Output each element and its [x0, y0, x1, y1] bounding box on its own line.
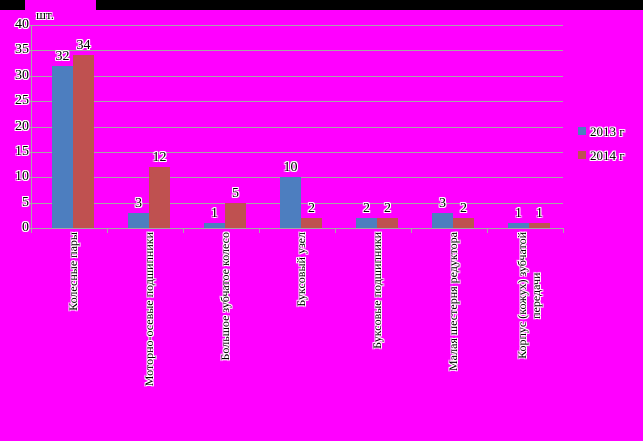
bar-2013-cat4 — [280, 177, 301, 228]
legend: 2013 г 2014 г — [578, 119, 625, 167]
category-label-3: Большое зубчатое колесо — [218, 232, 232, 361]
top-black-strip-right — [96, 0, 643, 10]
bar-2014-cat3 — [225, 203, 246, 228]
y-tick-0 — [26, 228, 31, 229]
legend-swatch-icon — [578, 151, 586, 159]
x-tick-4 — [335, 228, 336, 233]
y-tick-30 — [26, 76, 31, 77]
bar-2014-cat6 — [453, 218, 474, 228]
y-tick-15 — [26, 152, 31, 153]
gridline-y-35 — [31, 50, 563, 51]
gridline-y-15 — [31, 152, 563, 153]
category-label-5: Буксовые подшипники — [370, 232, 384, 349]
bar-value-label: 3 — [135, 196, 142, 211]
x-tick-0 — [31, 228, 32, 233]
category-label-2: Моторно-осевые подшипники — [142, 232, 156, 387]
bar-2013-cat5 — [356, 218, 377, 228]
bar-2013-cat1 — [52, 66, 73, 228]
y-tick-label-40: 40 — [15, 17, 29, 32]
legend-label: 2014 г — [590, 147, 625, 163]
legend-label: 2013 г — [590, 123, 625, 139]
bar-value-label: 5 — [232, 186, 239, 201]
bar-value-label: 2 — [384, 201, 391, 216]
bar-2013-cat7 — [508, 223, 529, 228]
x-tick-3 — [259, 228, 260, 233]
x-axis-line — [31, 228, 563, 229]
legend-swatch-icon — [578, 127, 586, 135]
bar-value-label: 3 — [439, 196, 446, 211]
bar-value-label: 1 — [211, 206, 218, 221]
y-tick-label-10: 10 — [15, 169, 29, 184]
y-axis-line — [31, 25, 32, 233]
y-tick-label-25: 25 — [15, 93, 29, 108]
bar-2013-cat6 — [432, 213, 453, 228]
category-label-4: Буксовый узел — [294, 232, 308, 307]
bar-value-label: 2 — [460, 201, 467, 216]
gridline-y-40 — [31, 25, 563, 26]
y-tick-40 — [26, 25, 31, 26]
gridline-y-30 — [31, 76, 563, 77]
gridline-y-25 — [31, 101, 563, 102]
gridline-y-20 — [31, 127, 563, 128]
y-tick-label-20: 20 — [15, 119, 29, 134]
y-tick-35 — [26, 50, 31, 51]
bar-2014-cat2 — [149, 167, 170, 228]
y-tick-25 — [26, 101, 31, 102]
y-tick-label-5: 5 — [22, 195, 29, 210]
top-black-strip-left — [0, 0, 25, 10]
y-tick-10 — [26, 177, 31, 178]
x-tick-6 — [487, 228, 488, 233]
bar-2013-cat3 — [204, 223, 225, 228]
y-axis-title: шт. — [36, 7, 54, 22]
y-tick-label-35: 35 — [15, 42, 29, 57]
legend-item-2013: 2013 г — [578, 119, 625, 143]
y-tick-label-15: 15 — [15, 144, 29, 159]
x-tick-5 — [411, 228, 412, 233]
y-tick-label-30: 30 — [15, 68, 29, 83]
category-label-6: Малая шестерня редуктора — [446, 232, 460, 371]
legend-item-2014: 2014 г — [578, 143, 625, 167]
bar-2014-cat5 — [377, 218, 398, 228]
x-tick-1 — [107, 228, 108, 233]
bar-2013-cat2 — [128, 213, 149, 228]
bar-value-label: 2 — [363, 201, 370, 216]
bar-value-label: 32 — [55, 49, 70, 64]
bar-2014-cat4 — [301, 218, 322, 228]
bar-value-label: 10 — [283, 160, 298, 175]
bar-value-label: 1 — [536, 206, 543, 221]
bar-2014-cat1 — [73, 55, 94, 228]
y-tick-20 — [26, 127, 31, 128]
category-label-7: Корпус (кожух) зубчатой передачи — [515, 232, 543, 359]
bar-value-label: 12 — [152, 150, 167, 165]
category-label-1: Колесные пары — [66, 232, 80, 311]
bar-2014-cat7 — [529, 223, 550, 228]
bar-value-label: 2 — [308, 201, 315, 216]
bar-value-label: 34 — [76, 38, 91, 53]
bar-value-label: 1 — [515, 206, 522, 221]
y-tick-label-0: 0 — [22, 220, 29, 235]
x-tick-2 — [183, 228, 184, 233]
y-tick-5 — [26, 203, 31, 204]
x-tick-7 — [563, 228, 564, 233]
